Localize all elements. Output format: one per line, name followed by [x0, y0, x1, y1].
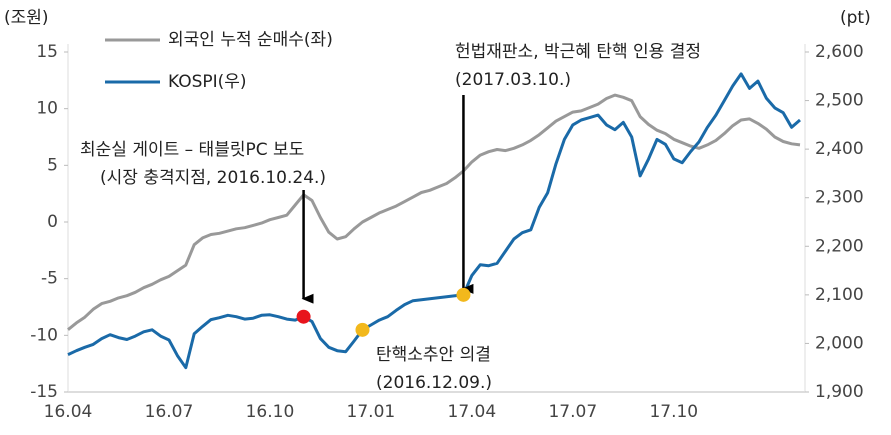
annotation-text: (2016.12.09.) [376, 373, 492, 393]
x-tick-label: 17.04 [448, 402, 497, 422]
y2-tick-label: 2,100 [815, 285, 864, 305]
series-line [67, 72, 801, 370]
annotation-text: 최순실 게이트 – 태블릿PC 보도 [80, 140, 304, 160]
x-tick-label: 16.07 [145, 402, 194, 422]
annotation-dot [355, 322, 370, 337]
y2-tick-label: 2,000 [815, 333, 864, 353]
y2-unit: (pt) [840, 8, 871, 28]
y2-tick-label: 1,900 [815, 382, 864, 402]
legend-label: KOSPI(우) [168, 72, 247, 92]
x-tick-label: 17.10 [649, 402, 698, 422]
y2-tick-label: 2,600 [815, 42, 864, 62]
y-tick-label: 10 [36, 99, 58, 119]
annotation-text: 탄핵소추안 의결 [376, 345, 491, 365]
y-tick-label: 0 [47, 212, 58, 232]
y2-tick-label: 2,500 [815, 91, 864, 111]
series-line [67, 93, 801, 331]
x-tick-label: 17.07 [548, 402, 597, 422]
y-unit: (조원) [4, 8, 49, 28]
annotation-dot [296, 309, 311, 324]
y-tick-label: 15 [36, 42, 58, 62]
y-tick-label: -5 [41, 269, 58, 289]
x-tick-label: 16.04 [44, 402, 93, 422]
y2-tick-label: 2,300 [815, 188, 864, 208]
y2-tick-label: 2,200 [815, 236, 864, 256]
annotation-text: 헌법재판소, 박근혜 탄핵 인용 결정 [455, 42, 701, 62]
annotation-text: (시장 충격지점, 2016.10.24.) [100, 168, 326, 188]
y2-tick-label: 2,400 [815, 139, 864, 159]
y-tick-label: 5 [47, 155, 58, 175]
annotation-text: (2017.03.10.) [455, 70, 571, 90]
annotation-dot [456, 287, 471, 302]
y-tick-label: -10 [30, 325, 58, 345]
x-tick-label: 16.10 [246, 402, 295, 422]
legend-label: 외국인 누적 순매수(좌) [168, 30, 333, 50]
x-tick-label: 17.01 [347, 402, 396, 422]
y-tick-label: -15 [30, 382, 58, 402]
